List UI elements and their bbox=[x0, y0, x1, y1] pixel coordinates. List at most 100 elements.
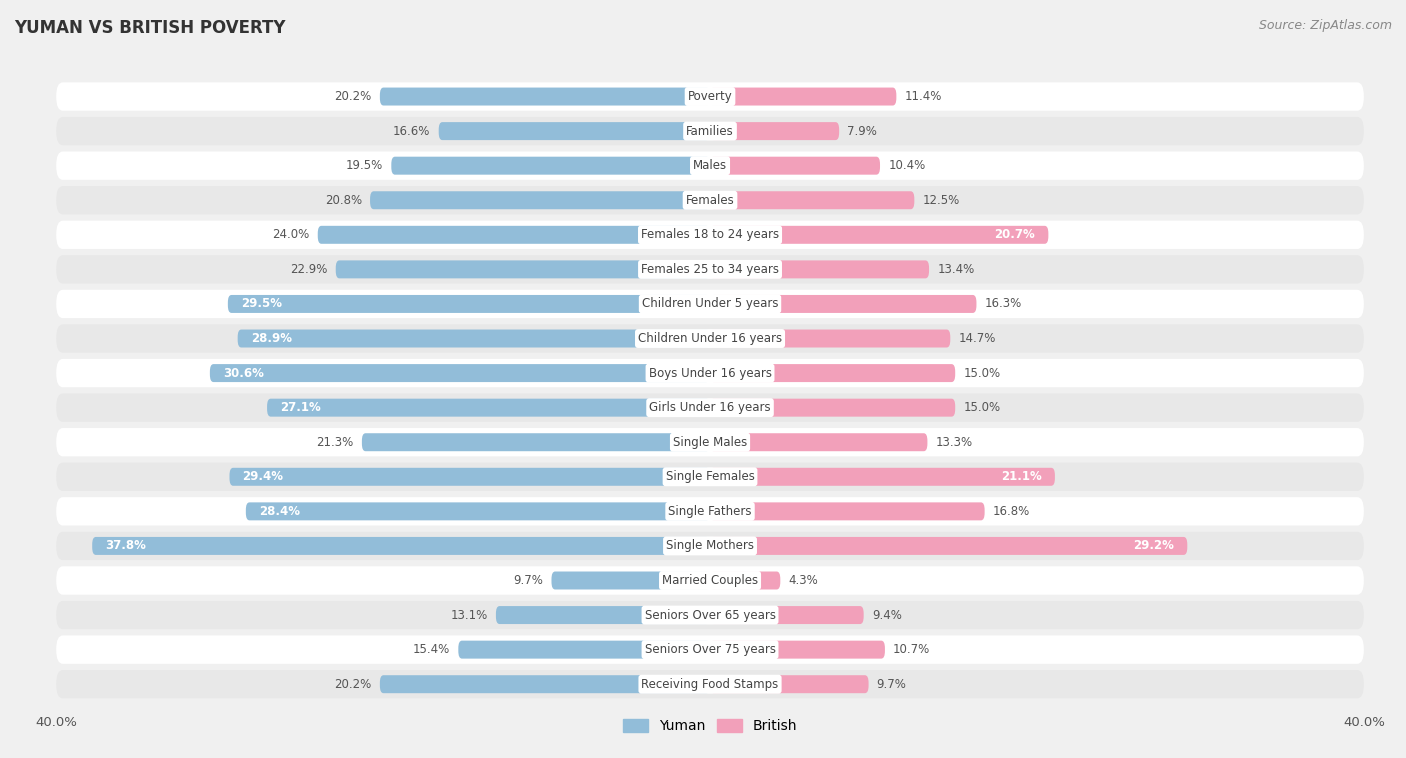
FancyBboxPatch shape bbox=[56, 290, 1364, 318]
Text: 13.3%: 13.3% bbox=[935, 436, 973, 449]
FancyBboxPatch shape bbox=[56, 359, 1364, 387]
FancyBboxPatch shape bbox=[710, 88, 897, 105]
Text: Single Mothers: Single Mothers bbox=[666, 540, 754, 553]
Text: 9.4%: 9.4% bbox=[872, 609, 901, 622]
FancyBboxPatch shape bbox=[56, 532, 1364, 560]
Text: 13.4%: 13.4% bbox=[938, 263, 974, 276]
Text: 11.4%: 11.4% bbox=[904, 90, 942, 103]
FancyBboxPatch shape bbox=[56, 117, 1364, 146]
FancyBboxPatch shape bbox=[710, 572, 780, 590]
Text: 28.9%: 28.9% bbox=[250, 332, 291, 345]
FancyBboxPatch shape bbox=[710, 330, 950, 347]
Text: 19.5%: 19.5% bbox=[346, 159, 382, 172]
Text: 7.9%: 7.9% bbox=[848, 124, 877, 138]
Text: Poverty: Poverty bbox=[688, 90, 733, 103]
FancyBboxPatch shape bbox=[710, 157, 880, 174]
Text: Females 18 to 24 years: Females 18 to 24 years bbox=[641, 228, 779, 241]
FancyBboxPatch shape bbox=[458, 641, 710, 659]
FancyBboxPatch shape bbox=[710, 261, 929, 278]
FancyBboxPatch shape bbox=[228, 295, 710, 313]
FancyBboxPatch shape bbox=[710, 468, 1054, 486]
Text: Males: Males bbox=[693, 159, 727, 172]
Text: 15.0%: 15.0% bbox=[963, 367, 1001, 380]
FancyBboxPatch shape bbox=[496, 606, 710, 624]
Text: 29.5%: 29.5% bbox=[240, 297, 283, 311]
FancyBboxPatch shape bbox=[380, 88, 710, 105]
Text: 29.4%: 29.4% bbox=[243, 470, 284, 484]
FancyBboxPatch shape bbox=[56, 462, 1364, 491]
Text: Girls Under 16 years: Girls Under 16 years bbox=[650, 401, 770, 414]
FancyBboxPatch shape bbox=[238, 330, 710, 347]
FancyBboxPatch shape bbox=[56, 566, 1364, 595]
Text: Seniors Over 75 years: Seniors Over 75 years bbox=[644, 643, 776, 656]
Text: 20.2%: 20.2% bbox=[335, 678, 371, 691]
FancyBboxPatch shape bbox=[710, 434, 928, 451]
Text: 16.3%: 16.3% bbox=[984, 297, 1022, 311]
FancyBboxPatch shape bbox=[56, 255, 1364, 283]
FancyBboxPatch shape bbox=[56, 635, 1364, 664]
Text: 21.1%: 21.1% bbox=[1001, 470, 1042, 484]
Text: Single Males: Single Males bbox=[673, 436, 747, 449]
Legend: Yuman, British: Yuman, British bbox=[617, 714, 803, 739]
FancyBboxPatch shape bbox=[710, 226, 1049, 244]
Text: 30.6%: 30.6% bbox=[224, 367, 264, 380]
Text: Females 25 to 34 years: Females 25 to 34 years bbox=[641, 263, 779, 276]
Text: Receiving Food Stamps: Receiving Food Stamps bbox=[641, 678, 779, 691]
Text: Single Females: Single Females bbox=[665, 470, 755, 484]
FancyBboxPatch shape bbox=[56, 428, 1364, 456]
Text: 13.1%: 13.1% bbox=[450, 609, 488, 622]
Text: Married Couples: Married Couples bbox=[662, 574, 758, 587]
FancyBboxPatch shape bbox=[229, 468, 710, 486]
Text: 37.8%: 37.8% bbox=[105, 540, 146, 553]
Text: 22.9%: 22.9% bbox=[290, 263, 328, 276]
Text: Families: Families bbox=[686, 124, 734, 138]
Text: 20.2%: 20.2% bbox=[335, 90, 371, 103]
Text: Children Under 16 years: Children Under 16 years bbox=[638, 332, 782, 345]
FancyBboxPatch shape bbox=[710, 675, 869, 693]
FancyBboxPatch shape bbox=[710, 122, 839, 140]
FancyBboxPatch shape bbox=[56, 83, 1364, 111]
Text: 21.3%: 21.3% bbox=[316, 436, 354, 449]
FancyBboxPatch shape bbox=[710, 503, 984, 520]
FancyBboxPatch shape bbox=[56, 497, 1364, 525]
FancyBboxPatch shape bbox=[710, 537, 1187, 555]
Text: 27.1%: 27.1% bbox=[280, 401, 321, 414]
Text: Females: Females bbox=[686, 194, 734, 207]
FancyBboxPatch shape bbox=[267, 399, 710, 417]
FancyBboxPatch shape bbox=[710, 641, 884, 659]
FancyBboxPatch shape bbox=[380, 675, 710, 693]
FancyBboxPatch shape bbox=[56, 601, 1364, 629]
Text: Boys Under 16 years: Boys Under 16 years bbox=[648, 367, 772, 380]
FancyBboxPatch shape bbox=[439, 122, 710, 140]
Text: 9.7%: 9.7% bbox=[877, 678, 907, 691]
Text: Single Fathers: Single Fathers bbox=[668, 505, 752, 518]
FancyBboxPatch shape bbox=[56, 393, 1364, 422]
FancyBboxPatch shape bbox=[710, 295, 976, 313]
FancyBboxPatch shape bbox=[56, 324, 1364, 352]
Text: 9.7%: 9.7% bbox=[513, 574, 543, 587]
Text: 28.4%: 28.4% bbox=[259, 505, 299, 518]
FancyBboxPatch shape bbox=[361, 434, 710, 451]
FancyBboxPatch shape bbox=[209, 364, 710, 382]
FancyBboxPatch shape bbox=[93, 537, 710, 555]
Text: 14.7%: 14.7% bbox=[959, 332, 995, 345]
Text: Source: ZipAtlas.com: Source: ZipAtlas.com bbox=[1258, 19, 1392, 32]
Text: Children Under 5 years: Children Under 5 years bbox=[641, 297, 779, 311]
Text: 20.7%: 20.7% bbox=[994, 228, 1035, 241]
FancyBboxPatch shape bbox=[56, 186, 1364, 215]
FancyBboxPatch shape bbox=[551, 572, 710, 590]
FancyBboxPatch shape bbox=[710, 399, 955, 417]
FancyBboxPatch shape bbox=[56, 670, 1364, 698]
Text: 20.8%: 20.8% bbox=[325, 194, 361, 207]
Text: 12.5%: 12.5% bbox=[922, 194, 960, 207]
FancyBboxPatch shape bbox=[56, 221, 1364, 249]
FancyBboxPatch shape bbox=[710, 191, 914, 209]
Text: 15.4%: 15.4% bbox=[413, 643, 450, 656]
FancyBboxPatch shape bbox=[318, 226, 710, 244]
FancyBboxPatch shape bbox=[710, 606, 863, 624]
FancyBboxPatch shape bbox=[370, 191, 710, 209]
Text: 4.3%: 4.3% bbox=[789, 574, 818, 587]
Text: 24.0%: 24.0% bbox=[273, 228, 309, 241]
Text: YUMAN VS BRITISH POVERTY: YUMAN VS BRITISH POVERTY bbox=[14, 19, 285, 37]
FancyBboxPatch shape bbox=[56, 152, 1364, 180]
